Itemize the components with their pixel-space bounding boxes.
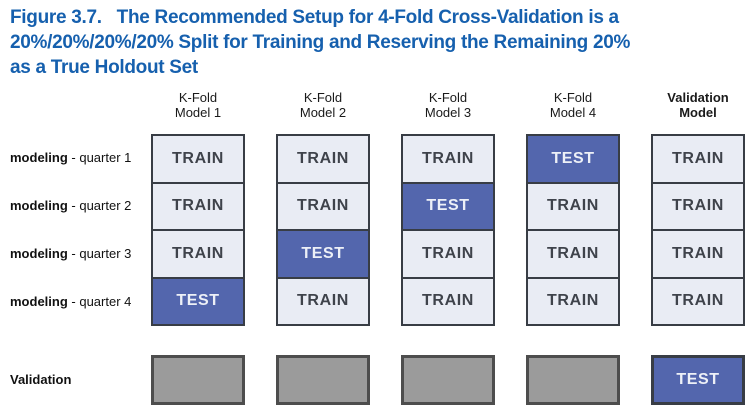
row-label-modeling-quarter-2: modeling - quarter 2 bbox=[10, 198, 150, 214]
row-label-modeling-quarter-1: modeling - quarter 1 bbox=[10, 150, 150, 166]
train-test-cell: TRAIN bbox=[153, 136, 243, 182]
column-kfold-model-4: TEST TRAIN TRAIN TRAIN bbox=[526, 134, 620, 326]
column-header-kfold-model-4: K-Fold Model 4 bbox=[518, 90, 628, 120]
header-line: Model 3 bbox=[424, 105, 472, 120]
row-label-validation: Validation bbox=[10, 372, 72, 387]
row-label-bold: modeling bbox=[10, 246, 68, 261]
train-test-cell: TRAIN bbox=[528, 229, 618, 277]
header-line: Model 2 bbox=[299, 105, 347, 120]
column-header-validation-model: Validation Model bbox=[643, 90, 750, 120]
validation-cell-validation-model: TEST bbox=[651, 355, 745, 405]
row-label-rest: - quarter 3 bbox=[67, 246, 132, 261]
train-test-cell: TRAIN bbox=[278, 181, 368, 229]
train-test-cell: TEST bbox=[528, 136, 618, 182]
column-validation-model: TRAIN TRAIN TRAIN TRAIN bbox=[651, 134, 745, 326]
train-test-cell: TRAIN bbox=[653, 181, 743, 229]
train-test-cell: TRAIN bbox=[403, 136, 493, 182]
validation-cell-model-2 bbox=[276, 355, 370, 405]
header-line: Model bbox=[679, 105, 717, 120]
row-label-rest: - quarter 2 bbox=[67, 198, 132, 213]
row-label-rest: - quarter 4 bbox=[67, 294, 132, 309]
header-line: Model 4 bbox=[549, 105, 597, 120]
row-label-modeling-quarter-4: modeling - quarter 4 bbox=[10, 294, 150, 310]
train-test-cell: TRAIN bbox=[653, 229, 743, 277]
column-kfold-model-2: TRAIN TRAIN TEST TRAIN bbox=[276, 134, 370, 326]
train-test-cell: TRAIN bbox=[528, 276, 618, 324]
header-line: K-Fold bbox=[178, 90, 218, 105]
train-test-cell: TRAIN bbox=[278, 136, 368, 182]
column-header-kfold-model-1: K-Fold Model 1 bbox=[143, 90, 253, 120]
figure-title-line-3: as a True Holdout Set bbox=[10, 57, 198, 78]
row-label-bold: modeling bbox=[10, 150, 68, 165]
header-line: K-Fold bbox=[303, 90, 343, 105]
row-label-rest: - quarter 1 bbox=[67, 150, 132, 165]
row-label-bold: modeling bbox=[10, 294, 68, 309]
row-label-modeling-quarter-3: modeling - quarter 3 bbox=[10, 246, 150, 262]
train-test-cell: TRAIN bbox=[528, 181, 618, 229]
column-kfold-model-3: TRAIN TEST TRAIN TRAIN bbox=[401, 134, 495, 326]
train-test-cell: TRAIN bbox=[403, 276, 493, 324]
header-line: K-Fold bbox=[553, 90, 593, 105]
validation-cell-model-3 bbox=[401, 355, 495, 405]
train-test-cell: TRAIN bbox=[153, 229, 243, 277]
column-header-kfold-model-3: K-Fold Model 3 bbox=[393, 90, 503, 120]
train-test-cell: TRAIN bbox=[653, 136, 743, 182]
train-test-cell: TRAIN bbox=[153, 181, 243, 229]
train-test-cell: TRAIN bbox=[653, 276, 743, 324]
validation-cell-model-4 bbox=[526, 355, 620, 405]
header-line: Validation bbox=[667, 90, 729, 105]
figure-title-line-2: 20%/20%/20%/20% Split for Training and R… bbox=[10, 32, 631, 53]
validation-cell-model-1 bbox=[151, 355, 245, 405]
train-test-cell: TEST bbox=[278, 229, 368, 277]
figure-title-line-1: Figure 3.7. The Recommended Setup for 4-… bbox=[10, 7, 619, 28]
train-test-cell: TRAIN bbox=[403, 229, 493, 277]
header-line: Model 1 bbox=[174, 105, 222, 120]
header-line: K-Fold bbox=[428, 90, 468, 105]
train-test-cell: TRAIN bbox=[278, 276, 368, 324]
row-label-bold: modeling bbox=[10, 198, 68, 213]
train-test-cell: TEST bbox=[403, 181, 493, 229]
column-kfold-model-1: TRAIN TRAIN TRAIN TEST bbox=[151, 134, 245, 326]
train-test-cell: TEST bbox=[153, 276, 243, 324]
column-header-kfold-model-2: K-Fold Model 2 bbox=[268, 90, 378, 120]
figure-title: Figure 3.7. The Recommended Setup for 4-… bbox=[10, 5, 730, 80]
